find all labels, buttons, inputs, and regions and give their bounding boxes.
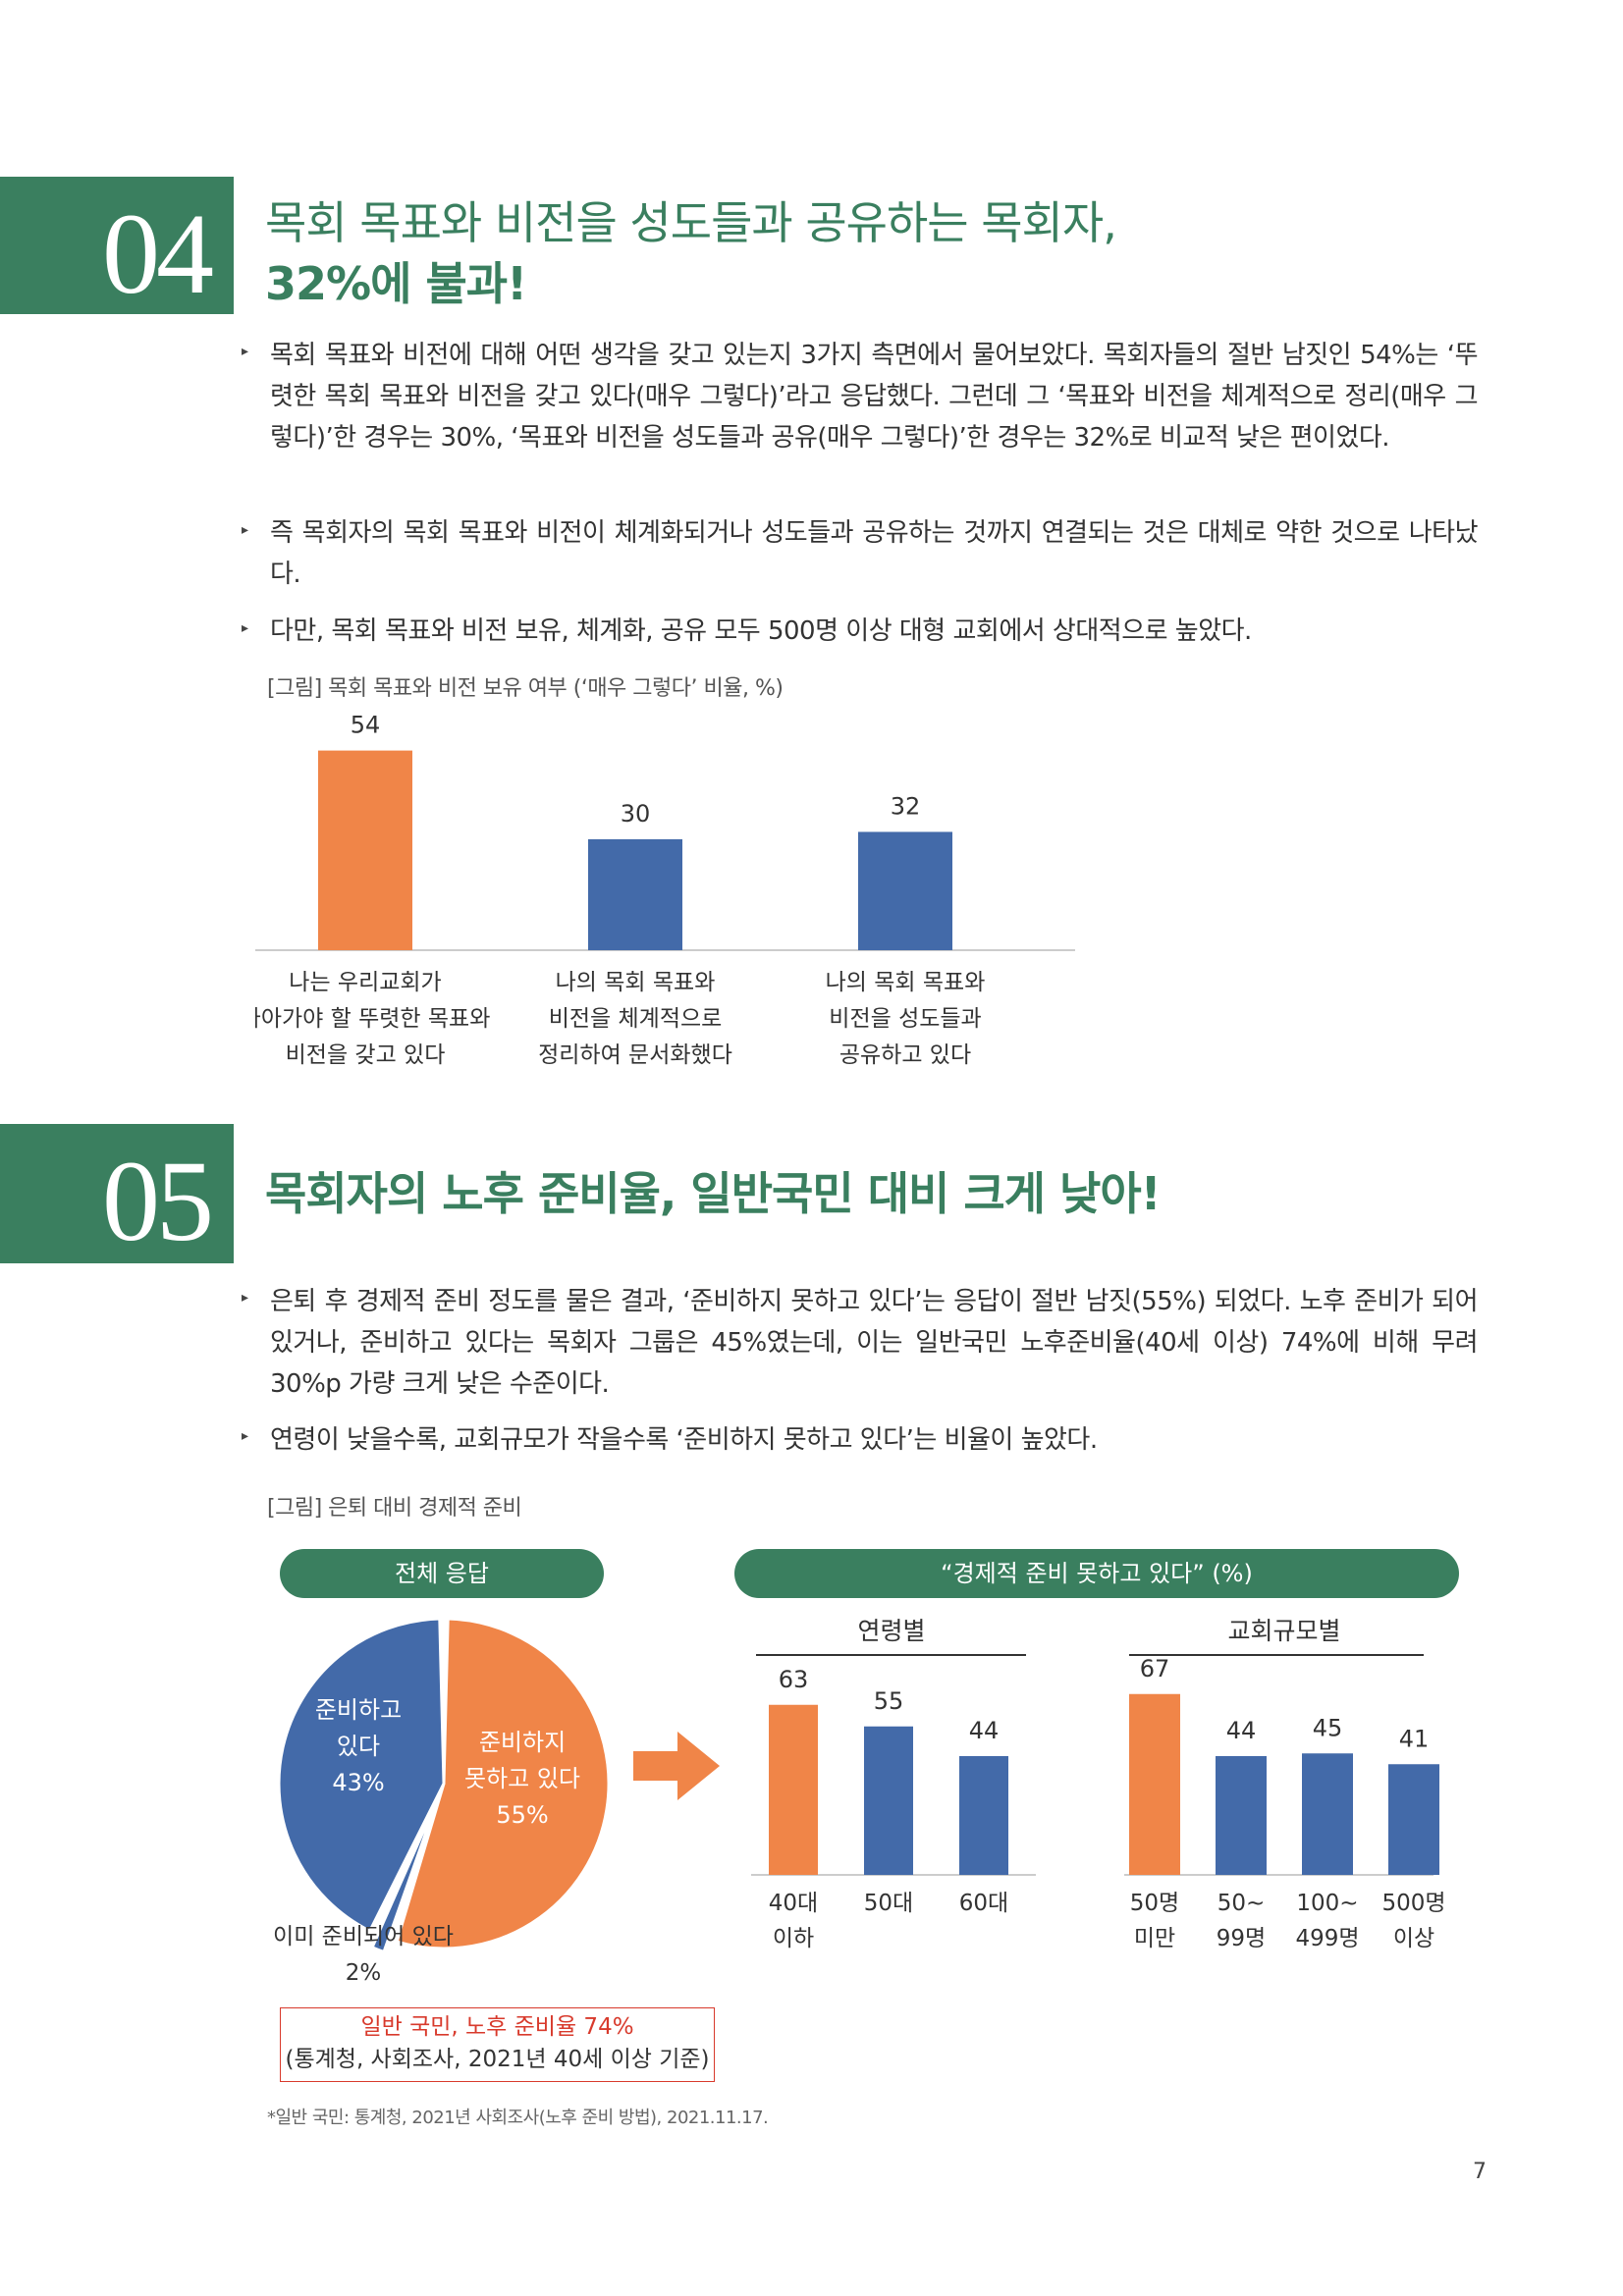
section-05-number-box [0,1124,234,1263]
bar [1388,1764,1439,1875]
pie-chart [277,1617,611,1953]
pie-slice [395,1617,611,1950]
bar [1216,1756,1267,1875]
category-label: 비전을 성도들과 [829,1006,981,1032]
section-05-paragraph-2: 연령이 낮을수록, 교회규모가 작을수록 ‘준비하지 못하고 있다’는 비율이 … [270,1425,1098,1455]
category-label: 500명 [1381,1891,1445,1916]
category-label: 비전을 갖고 있다 [286,1042,446,1068]
section-04-paragraph-1: 목회 목표와 비전에 대해 어떤 생각을 갖고 있는지 3가지 측면에서 물어보… [270,341,1479,453]
section-04-paragraph-2: 즉 목회자의 목회 목표와 비전이 체계화되거나 성도들과 공유하는 것까지 연… [270,518,1479,589]
figure-caption-05: [그림] 은퇴 대비 경제적 준비 [267,1496,522,1521]
footnote: *일반 국민: 통계청, 2021년 사회조사(노후 준비 방법), 2021.… [267,2108,769,2128]
pie-slice [277,1617,446,1934]
bar-value-label: 45 [1313,1714,1343,1741]
category-label: 나아가야 할 뚜렷한 목표와 [255,1006,490,1032]
category-label: 50대 [864,1891,913,1916]
bullet-icon: ▸ [242,344,249,359]
category-label: 나는 우리교회가 [289,970,441,995]
category-label: 50~ [1217,1891,1266,1916]
pie-slice [370,1795,441,1953]
category-label: 499명 [1295,1926,1359,1951]
bullet-icon: ▸ [242,1290,249,1306]
category-label: 이상 [1393,1926,1434,1951]
category-label: 60대 [959,1891,1008,1916]
bar-value-label: 54 [351,712,381,739]
category-label: 50명 [1130,1891,1179,1916]
category-label: 비전을 체계적으로 [549,1006,723,1032]
page-number: 7 [1473,2160,1487,2184]
section-04-paragraph-3: 다만, 목회 목표와 비전 보유, 체계화, 공유 모두 500명 이상 대형 … [270,616,1252,646]
bar [959,1756,1008,1875]
category-label: 미만 [1134,1926,1175,1951]
category-label: 정리하여 문서화했다 [538,1042,732,1068]
bar [1302,1753,1353,1875]
pill-total-response: 전체 응답 [280,1549,604,1598]
bar-value-label: 32 [891,792,921,820]
bar-value-label: 55 [874,1687,904,1715]
figure-caption-04: [그림] 목회 목표와 비전 보유 여부 (‘매우 그렇다’ 비율, %) [267,676,784,701]
section-05-title: 목회자의 노후 준비율, 일반국민 대비 크게 낮아! [265,1167,1162,1220]
bar-value-label: 67 [1140,1655,1170,1682]
bar [864,1726,913,1875]
section-04-title-line2: 32%에 불과! [265,257,527,310]
bar-value-label: 30 [621,800,651,828]
chart-title: 연령별 [857,1617,925,1645]
section-05-paragraph-1: 은퇴 후 경제적 준비 정도를 물은 결과, ‘준비하지 못하고 있다’는 응답… [270,1287,1479,1399]
bar [318,750,412,950]
section-05-number: 05 [102,1137,214,1265]
note-box-line2: (통계청, 사회조사, 2021년 40세 이상 기준) [285,2047,710,2072]
bar-value-label: 44 [1226,1717,1257,1744]
bar [1129,1693,1180,1875]
chart-title: 교회규모별 [1227,1617,1340,1645]
category-label: 100~ [1296,1891,1358,1916]
section-04-title-line1: 목회 목표와 비전을 성도들과 공유하는 목회자, [265,196,1117,249]
bullet-icon: ▸ [242,620,249,636]
pill-not-prepared: “경제적 준비 못하고 있다” (%) [734,1549,1459,1598]
category-label: 이하 [773,1926,814,1951]
category-label: 99명 [1217,1926,1266,1951]
bar-value-label: 44 [969,1717,1000,1744]
bar-value-label: 63 [779,1666,809,1693]
category-label: 나의 목회 목표와 [556,970,716,995]
bar-value-label: 41 [1399,1725,1430,1752]
note-box: 일반 국민, 노후 준비율 74% (통계청, 사회조사, 2021년 40세 … [280,2007,715,2082]
bar [769,1704,818,1875]
pie-label-preparing: 준비하고 있다 43% [314,1696,403,1796]
category-label: 나의 목회 목표와 [826,970,986,995]
bar [858,831,952,950]
section-04-number: 04 [102,189,214,318]
bullet-icon: ▸ [242,522,249,538]
category-label: 공유하고 있다 [839,1042,971,1068]
pie-label-not-prepared: 준비하지 못하고 있다 55% [463,1729,581,1829]
arrow-right-icon [633,1732,720,1800]
bullet-icon: ▸ [242,1428,249,1444]
bar [588,839,682,950]
note-box-line1: 일반 국민, 노후 준비율 74% [360,2014,634,2040]
pie-label-already: 이미 준비되어 있다 2% [273,1924,454,1986]
section-04-number-box [0,177,234,314]
category-label: 40대 [769,1891,818,1916]
